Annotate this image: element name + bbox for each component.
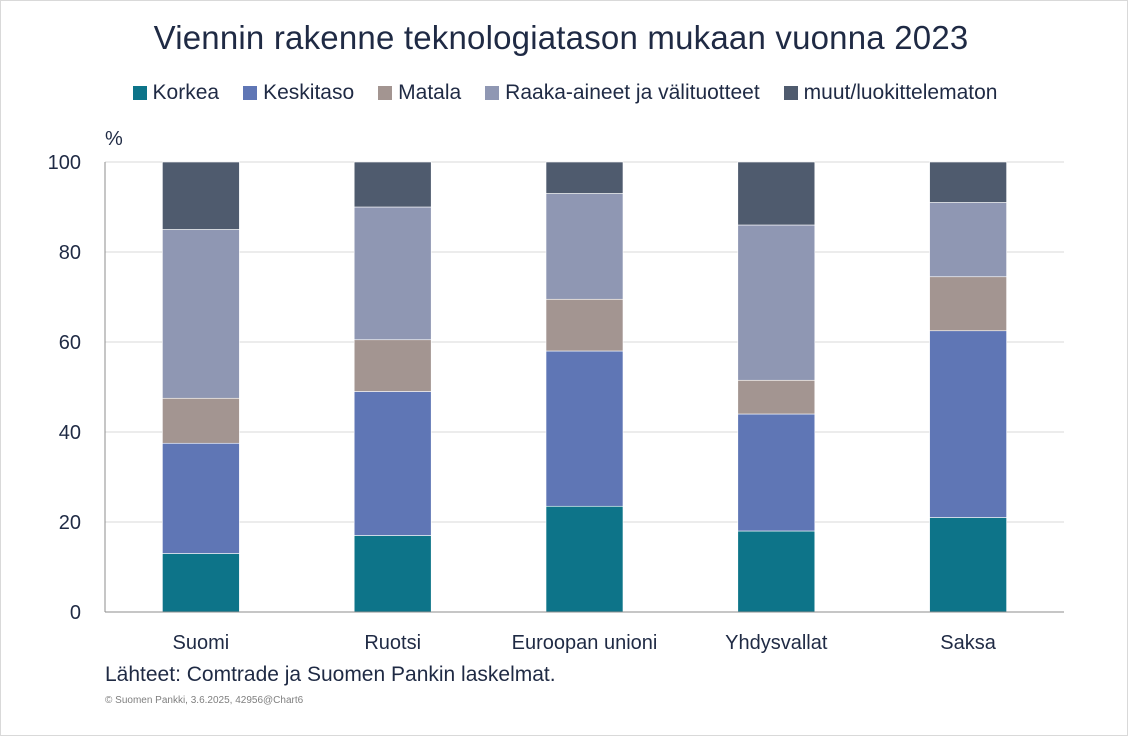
chart-legend: Korkea Keskitaso Matala Raaka-aineet ja … — [1, 81, 1128, 105]
bar-segment — [162, 161, 240, 230]
y-tick-label: 60 — [59, 332, 81, 354]
bar-segment — [737, 413, 816, 532]
legend-label-muut: muut/luokittelematon — [803, 81, 998, 104]
y-tick-label: 0 — [70, 602, 81, 624]
bar-segment — [737, 379, 816, 415]
x-tick-label: Yhdysvallat — [725, 632, 828, 654]
legend-item-matala: Matala — [378, 81, 461, 105]
x-tick-label: Euroopan unioni — [512, 632, 658, 654]
bar-segment — [929, 517, 1007, 613]
y-tick-label: 20 — [59, 512, 81, 534]
legend-swatch-keskitaso — [243, 86, 258, 100]
bar-segment — [737, 161, 816, 226]
bar-segment — [162, 397, 240, 444]
legend-label-raaka-aineet: Raaka-aineet ja välituotteet — [505, 81, 760, 104]
bar-segment — [737, 224, 816, 381]
legend-swatch-muut — [783, 86, 798, 100]
bar-segment — [353, 391, 432, 536]
bar-segment — [545, 161, 624, 194]
legend-item-raaka-aineet: Raaka-aineet ja välituotteet — [485, 81, 760, 105]
plot-area: 0 20 40 60 80 100 Suomi Ruotsi Euroopan unioni Yh… — [48, 152, 1064, 654]
source-note: Lähteet: Comtrade ja Suomen Pankin laske… — [105, 663, 556, 686]
legend-label-matala: Matala — [398, 81, 462, 104]
bar-segment — [737, 530, 816, 613]
x-tick-label: Ruotsi — [364, 632, 421, 654]
bar-segment — [162, 553, 240, 613]
legend-swatch-korkea — [132, 86, 147, 100]
bar-segment — [929, 161, 1007, 203]
y-tick-label: 100 — [48, 152, 81, 174]
chart-title: Viennin rakenne teknologiatason mukaan v… — [153, 19, 969, 56]
legend-item-korkea: Korkea — [132, 81, 220, 105]
bar-segment — [353, 339, 432, 392]
bar-segment — [162, 442, 240, 554]
bar-segment — [353, 535, 432, 613]
bar-segment — [545, 350, 624, 507]
legend-label-keskitaso: Keskitaso — [263, 81, 355, 104]
y-axis-unit-label: % — [105, 128, 123, 150]
legend-swatch-matala — [378, 86, 393, 100]
legend-item-keskitaso: Keskitaso — [243, 81, 354, 105]
bar-segment — [929, 276, 1007, 332]
bar-segment — [353, 161, 432, 208]
legend-label-korkea: Korkea — [152, 81, 220, 104]
copyright-note: © Suomen Pankki, 3.6.2025, 42956@Chart6 — [105, 695, 304, 706]
bar-segment — [545, 505, 624, 613]
legend-swatch-raaka-aineet — [485, 86, 500, 100]
bar-segment — [353, 206, 432, 341]
legend-item-muut: muut/luokittelematon — [783, 81, 998, 105]
y-tick-label: 80 — [59, 242, 81, 264]
y-tick-label: 40 — [59, 422, 81, 444]
x-tick-label: Saksa — [940, 632, 996, 654]
bar-segment — [545, 193, 624, 300]
x-tick-label: Suomi — [173, 632, 230, 654]
bar-segment — [162, 229, 240, 399]
bar-segment — [545, 298, 624, 352]
bar-segment — [929, 202, 1007, 278]
bar-segment — [929, 330, 1007, 518]
